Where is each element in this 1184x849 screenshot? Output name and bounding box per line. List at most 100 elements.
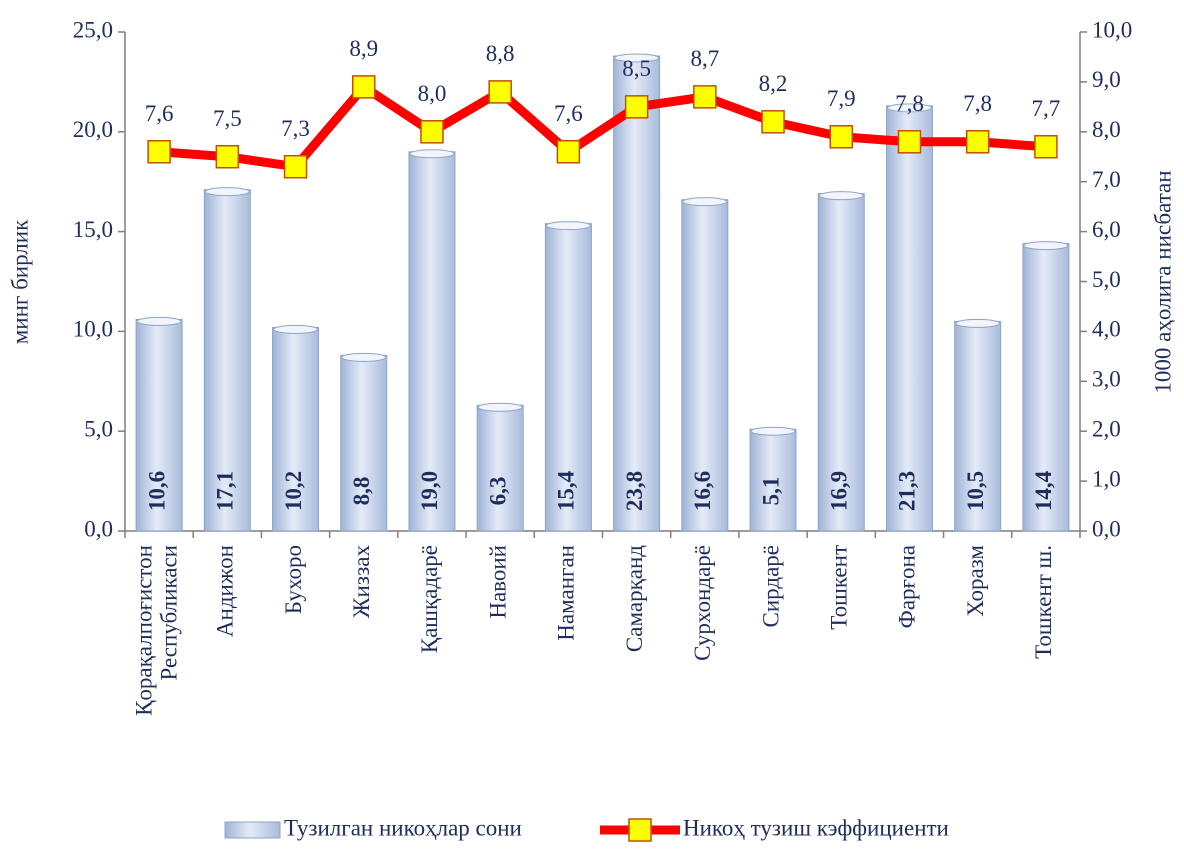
line-marker [420, 120, 444, 144]
line-value-label: 8,5 [622, 56, 651, 81]
line-marker [829, 125, 853, 149]
bar-value-label: 8,8 [349, 477, 374, 506]
bar-value-label: 10,6 [144, 471, 169, 511]
bar-top [682, 197, 728, 207]
bar [885, 105, 933, 532]
bar-value-label: 14,4 [1031, 470, 1056, 511]
line-value-label: 8,9 [349, 36, 378, 61]
x-tick-label: Хоразм [963, 545, 988, 617]
bar-value-label: 10,5 [963, 471, 988, 511]
bar-value-label: 19,0 [417, 471, 442, 511]
line-marker [352, 75, 376, 99]
y2-tick-label: 0,0 [1092, 516, 1121, 541]
bar-top [409, 149, 455, 159]
y-axis-label: минг бирлик [7, 219, 32, 344]
y2-tick-label: 2,0 [1092, 416, 1121, 441]
legend-label: Никоҳ тузиш кэффициенти [683, 815, 949, 840]
line-value-label: 8,0 [418, 81, 447, 106]
line-value-label: 7,3 [281, 116, 310, 141]
y2-tick-label: 8,0 [1092, 117, 1121, 142]
y2-tick-label: 6,0 [1092, 217, 1121, 242]
y2-tick-label: 4,0 [1092, 317, 1121, 342]
y2-tick-label: 5,0 [1092, 267, 1121, 292]
x-tick-label: Наманган [554, 545, 579, 641]
bar-value-label: 10,2 [281, 471, 306, 511]
line-marker [693, 85, 717, 109]
bar-top [1023, 241, 1069, 251]
bar [476, 404, 524, 532]
x-tick-label: Тошкент [827, 545, 852, 630]
x-tick-label: Навоий [485, 545, 510, 619]
line-marker [1034, 135, 1058, 159]
line-marker [215, 145, 240, 169]
bar-top [477, 402, 523, 412]
legend-label: Тузилган никоҳлар сони [284, 815, 522, 840]
x-tick-label: Сурхондарё [690, 545, 715, 661]
y-tick-label: 0,0 [84, 516, 113, 541]
line-marker [761, 110, 785, 134]
y-tick-label: 20,0 [73, 117, 113, 142]
line-marker [147, 140, 171, 164]
line-value-label: 7,6 [554, 101, 583, 126]
x-tick-label: Жиззах [349, 545, 374, 619]
x-tick-label: Фарғона [895, 545, 920, 628]
bar-top [136, 316, 182, 326]
line-value-label: 8,2 [759, 71, 788, 96]
line-marker [488, 80, 512, 104]
bar [203, 189, 251, 532]
line-marker [624, 95, 649, 119]
y2-tick-label: 7,0 [1092, 167, 1121, 192]
x-tick-label: Самарқанд [622, 545, 647, 652]
line-value-label: 8,8 [486, 41, 515, 66]
bar [613, 55, 661, 532]
line-marker [965, 130, 990, 154]
y2-tick-label: 9,0 [1092, 67, 1121, 92]
line-value-label: 8,7 [690, 46, 719, 71]
y2-tick-label: 1,0 [1092, 466, 1121, 491]
y2-tick-label: 10,0 [1092, 17, 1132, 42]
bar-top [750, 426, 796, 436]
line-value-label: 7,8 [895, 91, 924, 116]
bar-top [545, 221, 591, 231]
bar-top [614, 53, 660, 63]
y-tick-label: 15,0 [73, 217, 113, 242]
bar-value-label: 15,4 [554, 470, 579, 511]
bar-value-label: 16,9 [827, 471, 852, 511]
line-value-label: 7,5 [213, 106, 242, 131]
line-marker [556, 140, 581, 164]
bar-value-label: 5,1 [758, 477, 783, 506]
bar-value-label: 21,3 [895, 471, 920, 511]
x-tick-label: Андижон [213, 545, 238, 637]
bar-top [204, 187, 250, 197]
bar [681, 199, 729, 532]
x-tick-label: ҚорақалпоғистонРеспубликаси [132, 545, 182, 716]
legend-marker [628, 818, 652, 842]
bar-top [341, 352, 387, 362]
bar [1022, 243, 1070, 532]
line-value-label: 7,6 [145, 101, 174, 126]
x-tick-label: Қашқадарё [417, 545, 442, 653]
y-tick-label: 10,0 [73, 317, 113, 342]
bar-value-label: 16,6 [690, 471, 715, 511]
bar-top [886, 103, 932, 113]
bar [272, 326, 320, 532]
bar [749, 428, 797, 532]
legend-swatch [224, 821, 281, 839]
x-tick-label: Сирдарё [758, 545, 783, 627]
bar [340, 354, 388, 532]
y-tick-label: 5,0 [84, 416, 113, 441]
bar-value-label: 6,3 [485, 477, 510, 506]
line-marker [283, 154, 308, 179]
y2-axis-label: 1000 аҳолига нисбатан [1150, 170, 1175, 393]
line-value-label: 7,8 [963, 91, 992, 116]
bar-top [273, 324, 319, 334]
line-value-label: 7,7 [1032, 96, 1061, 121]
bar [954, 320, 1002, 532]
bar-top [955, 318, 1001, 328]
bar [817, 193, 865, 532]
bar-value-label: 17,1 [213, 471, 238, 511]
line-marker [897, 130, 922, 154]
line-value-label: 7,9 [827, 86, 856, 111]
bar-top [818, 191, 864, 201]
